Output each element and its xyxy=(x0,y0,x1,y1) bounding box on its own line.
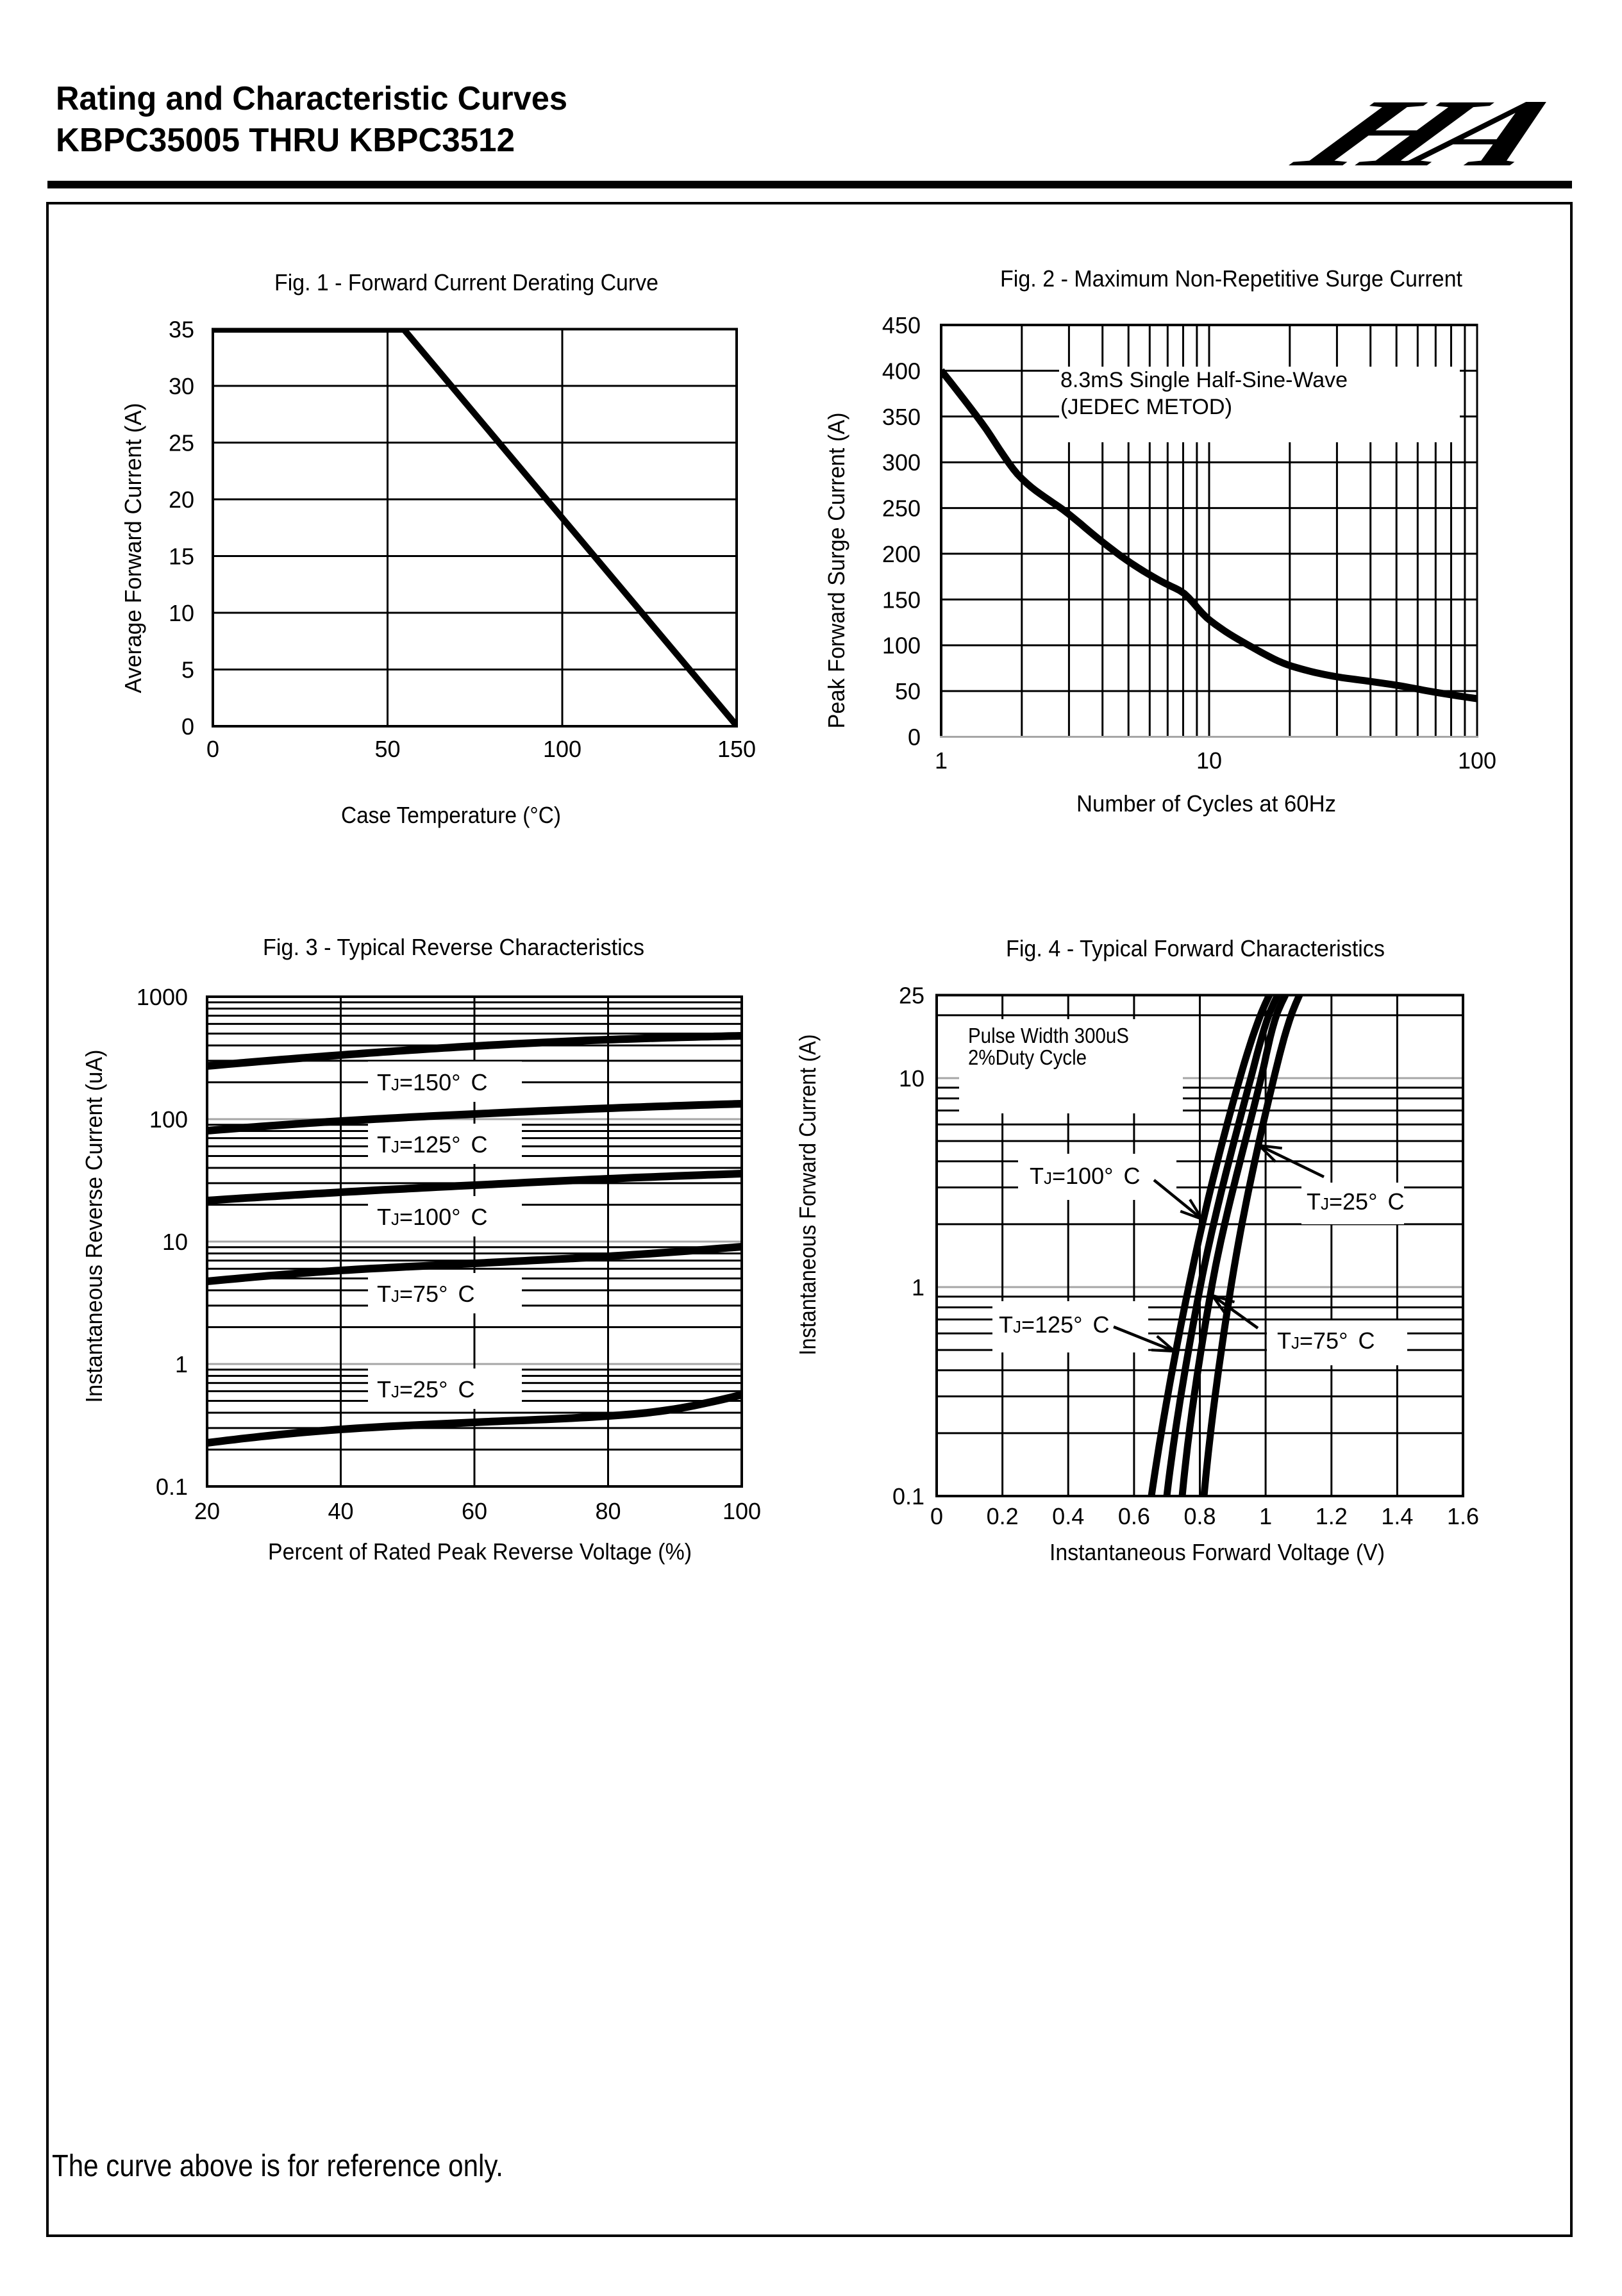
svg-text:1: 1 xyxy=(1259,1503,1272,1529)
svg-text:(JEDEC METOD): (JEDEC METOD) xyxy=(1060,395,1232,419)
svg-text:0.1: 0.1 xyxy=(156,1474,188,1500)
svg-text:Instantaneous Reverse Current: Instantaneous Reverse Current (uA) xyxy=(81,1050,107,1403)
svg-text:1.4: 1.4 xyxy=(1381,1503,1413,1529)
svg-text:Instantaneous Forward Current: Instantaneous Forward Current (A) xyxy=(794,1035,821,1356)
svg-text:10: 10 xyxy=(162,1229,188,1255)
svg-text:Peak Forward Surge Current (A): Peak Forward Surge Current (A) xyxy=(823,413,849,729)
svg-text:100: 100 xyxy=(543,736,581,762)
svg-text:450: 450 xyxy=(882,312,921,338)
svg-text:Rating and Characteristic Curv: Rating and Characteristic Curves xyxy=(56,80,567,117)
svg-text:5: 5 xyxy=(181,657,194,683)
svg-text:35: 35 xyxy=(169,317,194,343)
svg-text:0.2: 0.2 xyxy=(987,1503,1019,1529)
svg-text:1: 1 xyxy=(935,747,948,774)
svg-text:Pulse Width 300uS: Pulse Width 300uS xyxy=(968,1024,1129,1047)
svg-text:0: 0 xyxy=(908,724,921,751)
svg-text:100: 100 xyxy=(882,633,921,659)
svg-text:0.8: 0.8 xyxy=(1183,1503,1216,1529)
svg-text:20: 20 xyxy=(194,1498,220,1524)
svg-text:10: 10 xyxy=(899,1065,924,1092)
svg-text:Fig. 4 - Typical Forward Chara: Fig. 4 - Typical Forward Characteristics xyxy=(1006,935,1385,961)
svg-text:1: 1 xyxy=(175,1351,188,1377)
svg-text:0: 0 xyxy=(181,713,194,740)
svg-text:1000: 1000 xyxy=(137,984,188,1010)
svg-text:Fig. 1 - Forward Current Derat: Fig. 1 - Forward Current Derating Curve xyxy=(274,269,658,295)
svg-text:Case Temperature (°C): Case Temperature (°C) xyxy=(341,802,561,828)
svg-text:10: 10 xyxy=(1196,747,1222,774)
svg-text:0.6: 0.6 xyxy=(1118,1503,1150,1529)
svg-text:Fig. 2 - Maximum Non-Repetitiv: Fig. 2 - Maximum Non-Repetitive Surge Cu… xyxy=(1000,265,1462,292)
svg-text:1.6: 1.6 xyxy=(1447,1503,1479,1529)
svg-text:0.1: 0.1 xyxy=(892,1483,924,1510)
svg-text:200: 200 xyxy=(882,541,921,567)
svg-text:2%Duty Cycle: 2%Duty Cycle xyxy=(968,1045,1087,1069)
svg-text:350: 350 xyxy=(882,404,921,430)
svg-text:50: 50 xyxy=(374,736,400,762)
svg-text:KBPC35005 THRU KBPC3512: KBPC35005 THRU KBPC3512 xyxy=(56,122,515,159)
svg-text:100: 100 xyxy=(1458,747,1496,774)
svg-text:150: 150 xyxy=(882,586,921,613)
svg-text:60: 60 xyxy=(462,1498,487,1524)
svg-text:0: 0 xyxy=(206,736,219,762)
svg-text:1.2: 1.2 xyxy=(1316,1503,1348,1529)
svg-text:1: 1 xyxy=(912,1274,924,1301)
svg-text:Percent of Rated Peak Reverse: Percent of Rated Peak Reverse Voltage (%… xyxy=(268,1538,692,1565)
svg-text:400: 400 xyxy=(882,358,921,384)
svg-text:10: 10 xyxy=(169,600,194,626)
svg-text:300: 300 xyxy=(882,449,921,476)
svg-text:Number of Cycles at 60Hz: Number of Cycles at 60Hz xyxy=(1076,790,1336,817)
svg-text:30: 30 xyxy=(169,373,194,399)
svg-text:15: 15 xyxy=(169,544,194,570)
svg-text:0.4: 0.4 xyxy=(1052,1503,1084,1529)
svg-text:25: 25 xyxy=(169,430,194,456)
svg-text:40: 40 xyxy=(328,1498,353,1524)
svg-text:100: 100 xyxy=(149,1106,188,1133)
svg-text:The curve above is for referen: The curve above is for reference only. xyxy=(52,2149,503,2183)
svg-text:100: 100 xyxy=(723,1498,761,1524)
svg-text:80: 80 xyxy=(595,1498,621,1524)
svg-text:50: 50 xyxy=(895,678,921,704)
svg-text:20: 20 xyxy=(169,487,194,513)
svg-text:25: 25 xyxy=(899,983,924,1009)
svg-text:Fig. 3 - Typical Reverse Chara: Fig. 3 - Typical Reverse Characteristics xyxy=(263,934,644,960)
svg-text:0: 0 xyxy=(930,1503,943,1529)
svg-text:Average Forward Current (A): Average Forward Current (A) xyxy=(120,403,146,694)
svg-text:250: 250 xyxy=(882,495,921,522)
svg-text:150: 150 xyxy=(717,736,756,762)
svg-text:8.3mS Single Half-Sine-Wave: 8.3mS Single Half-Sine-Wave xyxy=(1060,368,1348,392)
svg-text:Instantaneous Forward Voltage: Instantaneous Forward Voltage (V) xyxy=(1049,1539,1385,1565)
